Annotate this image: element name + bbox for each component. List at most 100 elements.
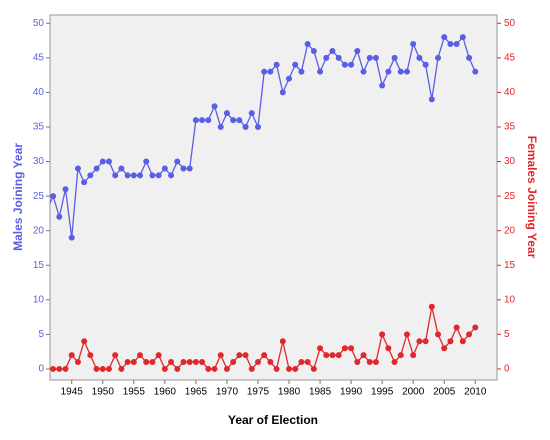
series-point xyxy=(341,61,348,68)
y-tick-label: 40 xyxy=(33,87,45,98)
series-point xyxy=(62,186,69,193)
series-point xyxy=(453,324,460,331)
series-point xyxy=(335,54,342,61)
series-point xyxy=(174,158,181,165)
series-point xyxy=(74,165,81,172)
series-point xyxy=(112,352,119,359)
series-point xyxy=(143,359,150,366)
series-point xyxy=(422,61,429,68)
series-point xyxy=(298,359,305,366)
y2-tick-label: 35 xyxy=(504,122,516,133)
series-point xyxy=(93,165,100,172)
series-point xyxy=(317,68,324,75)
series-point xyxy=(341,345,348,352)
series-point xyxy=(360,68,367,75)
series-point xyxy=(267,359,274,366)
series-point xyxy=(180,165,187,172)
y2-tick-label: 40 xyxy=(504,87,516,98)
series-point xyxy=(335,352,342,359)
series-point xyxy=(472,68,479,75)
series-point xyxy=(385,68,392,75)
series-point xyxy=(286,75,293,82)
y2-tick-label: 0 xyxy=(504,364,510,375)
series-point xyxy=(44,207,50,213)
x-tick-label: 2000 xyxy=(402,387,425,398)
series-point xyxy=(397,352,404,359)
series-point xyxy=(310,47,317,54)
y-tick-label: 5 xyxy=(38,329,44,340)
series-point xyxy=(87,172,94,179)
x-tick-label: 2005 xyxy=(433,387,456,398)
y-tick-label: 50 xyxy=(33,18,45,29)
series-point xyxy=(105,365,112,372)
series-line xyxy=(50,306,476,371)
series-point xyxy=(242,352,249,359)
series-point xyxy=(447,41,454,48)
series-point xyxy=(230,359,237,366)
series-point xyxy=(217,352,224,359)
series-point xyxy=(124,172,131,179)
series-point xyxy=(292,61,299,68)
series-point xyxy=(366,54,373,61)
series-point xyxy=(298,68,305,75)
x-tick-label: 2010 xyxy=(464,387,487,398)
series-point xyxy=(466,54,473,61)
series-point xyxy=(410,352,417,359)
series-point xyxy=(447,338,454,345)
y2-tick-label: 45 xyxy=(504,53,516,64)
series-point xyxy=(205,365,212,372)
series-point xyxy=(261,352,268,359)
series-point xyxy=(310,365,317,372)
y-tick-label: 0 xyxy=(38,364,44,375)
y2-tick-label: 50 xyxy=(504,18,516,29)
y2-tick-label: 30 xyxy=(504,156,516,167)
series-point xyxy=(149,359,156,366)
y2-tick-label: 5 xyxy=(504,329,510,340)
x-tick-label: 1965 xyxy=(185,387,208,398)
y-tick-label: 25 xyxy=(33,191,45,202)
series-point xyxy=(422,338,429,345)
series-point xyxy=(391,54,398,61)
y2-tick-label: 25 xyxy=(504,191,516,202)
series-point xyxy=(236,352,243,359)
series-point xyxy=(348,345,355,352)
series-point xyxy=(273,61,280,68)
series-point xyxy=(205,117,212,124)
series-point xyxy=(56,365,63,372)
x-tick-label: 1995 xyxy=(371,387,394,398)
y-tick-label: 20 xyxy=(33,225,45,236)
series-point xyxy=(62,365,69,372)
series-point xyxy=(223,365,230,372)
y2-tick-label: 15 xyxy=(504,260,516,271)
x-tick-label: 1990 xyxy=(340,387,363,398)
series-point xyxy=(137,172,144,179)
series-point xyxy=(99,365,106,372)
series-point xyxy=(199,359,206,366)
series-point xyxy=(366,359,373,366)
series-point xyxy=(397,68,404,75)
series-point xyxy=(435,331,442,338)
plot-area xyxy=(49,14,498,381)
series-point xyxy=(124,359,131,366)
series-point xyxy=(155,352,162,359)
series-point xyxy=(416,338,423,345)
x-tick-label: 1970 xyxy=(216,387,239,398)
series-point xyxy=(105,158,112,165)
series-point xyxy=(372,54,379,61)
series-point xyxy=(93,365,100,372)
y-tick-label: 35 xyxy=(33,122,45,133)
series-point xyxy=(323,54,330,61)
series-line xyxy=(50,35,476,238)
x-axis-title: Year of Election xyxy=(228,413,318,427)
y-tick-label: 45 xyxy=(33,53,45,64)
x-tick-label: 1985 xyxy=(309,387,332,398)
series-point xyxy=(360,352,367,359)
series-point xyxy=(130,359,137,366)
series-point xyxy=(317,345,324,352)
series-point xyxy=(81,179,88,186)
series-point xyxy=(112,172,119,179)
series-point xyxy=(168,172,175,179)
series-point xyxy=(403,331,410,338)
series-point xyxy=(385,345,392,352)
series-point xyxy=(348,61,355,68)
